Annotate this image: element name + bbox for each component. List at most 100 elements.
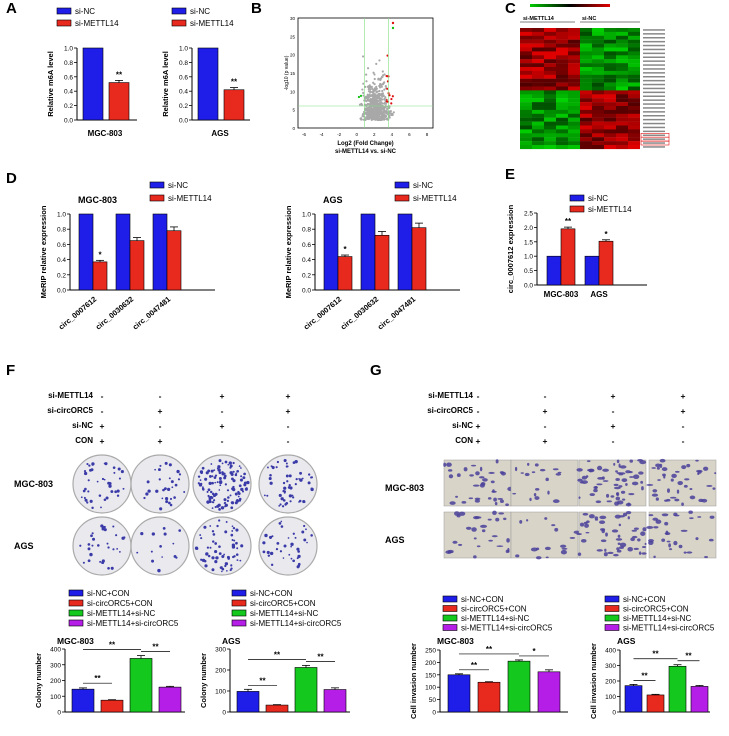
invading-cell <box>625 470 631 474</box>
heatmap-scale-cell <box>534 4 536 7</box>
panel-d-chart-1-tick-label: 1.0 <box>302 212 311 219</box>
heatmap-cell <box>520 39 532 44</box>
colony-dot <box>226 570 228 572</box>
colony-dot <box>240 467 242 469</box>
heatmap-cell <box>520 106 532 111</box>
panel-f-chart-0-tick-label: 300 <box>50 662 61 669</box>
heatmap-cell <box>628 109 640 114</box>
colony-dot <box>96 480 99 483</box>
panel-g-table-row-label: si-NC <box>452 421 473 430</box>
heatmap-cell <box>520 141 532 146</box>
panel-g-table-cell: + <box>476 421 481 431</box>
colony-dot <box>212 540 215 543</box>
panel-g-chart-title-0: MGC-803 <box>437 636 474 646</box>
heatmap-row-label <box>643 134 665 136</box>
colony-dot <box>221 570 223 573</box>
invading-cell <box>668 543 671 548</box>
heatmap-cell <box>616 43 628 48</box>
colony-dot <box>114 490 118 494</box>
heatmap-cell <box>616 90 628 95</box>
invading-cell <box>686 551 693 554</box>
heatmap-cell <box>604 67 616 72</box>
colony-dot <box>290 545 292 548</box>
panel-a-chart-1-tick-label: 0.4 <box>179 89 188 96</box>
colony-dot <box>303 524 306 528</box>
panel-f-chart-0-bar <box>71 688 95 713</box>
colony-dot <box>172 542 175 545</box>
invading-cell <box>661 513 669 517</box>
panel-e-chart-tick-label: 1.5 <box>524 239 533 246</box>
colony-dot <box>211 530 215 533</box>
panel-f-legend-0-swatch-1 <box>68 599 84 607</box>
volcano-point <box>359 94 363 97</box>
colony-dot <box>216 504 220 508</box>
volcano-point <box>370 94 373 97</box>
colony-dot <box>164 487 167 491</box>
invading-cell <box>560 544 567 548</box>
heatmap-cell <box>568 31 580 36</box>
panel-g-legend-1-label-1: si-circORC5+CON <box>623 605 689 614</box>
colony-dot <box>230 567 233 570</box>
volcano-point <box>379 99 382 102</box>
volcano-point <box>365 100 368 103</box>
volcano-point <box>362 91 365 95</box>
heatmap-cell <box>532 43 544 48</box>
heatmap-cell <box>592 109 604 114</box>
colony-dot <box>268 476 272 481</box>
panel-d-chart-0-bar <box>152 213 168 291</box>
panel-a-legend-0-swatch-1 <box>56 19 72 27</box>
volcano-point <box>380 85 383 88</box>
heatmap-cell <box>532 35 544 40</box>
heatmap-cell <box>604 133 616 138</box>
invading-cell <box>697 470 702 474</box>
colony-dot <box>279 550 283 553</box>
panel-f-table-cell: + <box>100 436 105 446</box>
invading-cell <box>619 542 627 548</box>
colony-dot <box>143 496 146 500</box>
heatmap-cell <box>568 94 580 99</box>
heatmap-cell <box>520 51 532 56</box>
invading-cell <box>582 512 589 516</box>
invading-cell <box>488 471 495 474</box>
panel-a-xlabel-1: AGS <box>211 129 229 138</box>
heatmap-cell <box>628 141 640 146</box>
heatmap-cell <box>520 145 532 150</box>
heatmap-scale-cell <box>552 4 554 7</box>
volcano-point <box>388 111 391 114</box>
invading-cell <box>468 497 474 500</box>
volcano-point <box>382 94 385 97</box>
invading-cell <box>639 460 647 465</box>
heatmap-cell <box>580 31 592 36</box>
volcano-point <box>376 110 379 114</box>
panel-g-table-cell: + <box>681 406 686 416</box>
heatmap-cell <box>568 90 580 95</box>
invading-cell <box>490 480 495 484</box>
heatmap-cell <box>568 43 580 48</box>
colony-dot <box>208 481 212 485</box>
heatmap-group-2: si-NC <box>582 16 596 22</box>
heatmap-cell <box>556 129 568 134</box>
panel-e-legend-label-1: si-METTL14 <box>588 205 632 214</box>
volcano-point <box>383 107 386 110</box>
panel-f-legend-0-swatch-3 <box>68 619 84 627</box>
heatmap-cell <box>532 106 544 111</box>
heatmap-scale-cell <box>580 4 582 7</box>
panel-c-heatmap: si-METTL14 si-NC <box>520 4 670 150</box>
heatmap-cell <box>604 63 616 68</box>
invading-cell <box>576 468 583 472</box>
invading-cell <box>671 473 677 478</box>
panel-f-chart-0-tick-label: 0 <box>57 710 61 717</box>
volcano-point <box>378 86 382 89</box>
volcano-y-tick: 0 <box>292 126 295 131</box>
colony-dot <box>263 494 266 497</box>
volcano-x-tick: -2 <box>337 132 341 137</box>
invading-cell <box>618 523 622 527</box>
invading-cell <box>625 510 632 515</box>
panel-g-row-label: AGS <box>385 535 405 545</box>
colony-dot <box>210 463 213 465</box>
invading-cell <box>670 478 674 482</box>
colony-dot <box>234 501 238 505</box>
panel-g-table-cell: - <box>682 436 685 446</box>
invading-cell <box>601 476 605 480</box>
heatmap-cell <box>556 106 568 111</box>
